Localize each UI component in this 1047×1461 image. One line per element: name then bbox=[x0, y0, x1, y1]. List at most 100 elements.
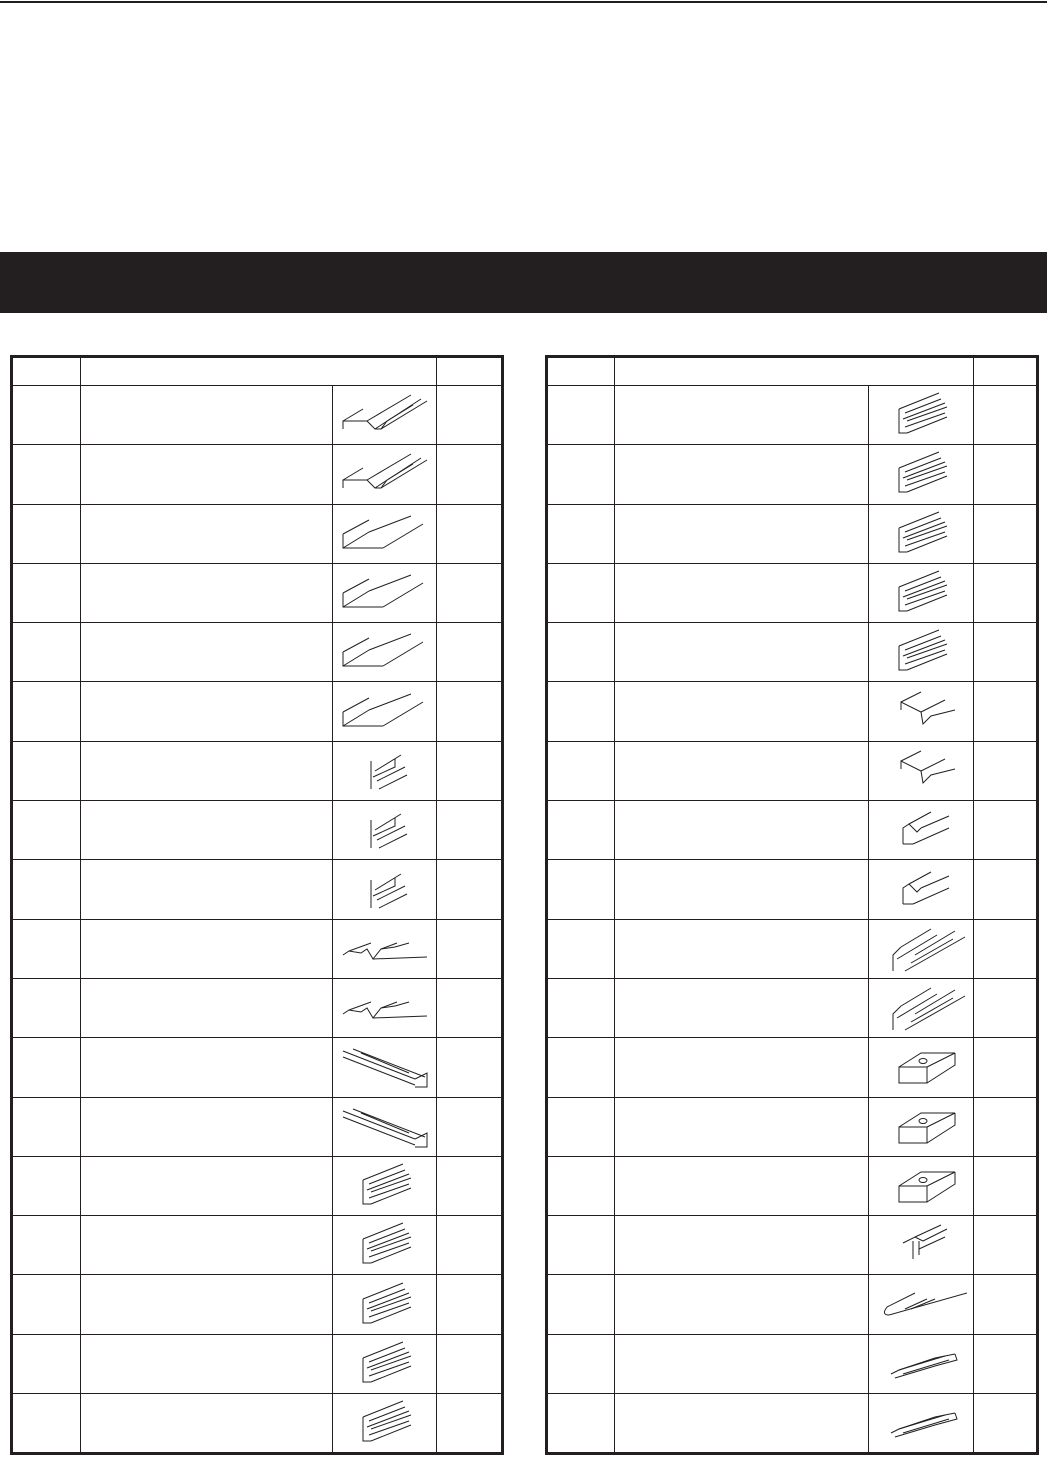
cell-qty bbox=[973, 681, 1038, 742]
track-rail-icon bbox=[898, 511, 948, 553]
cell-qty bbox=[436, 1274, 503, 1335]
cell-profile-image bbox=[868, 1096, 974, 1157]
double-channel-icon bbox=[892, 928, 966, 972]
cell-qty bbox=[973, 1155, 1038, 1217]
cell-profile-image bbox=[868, 1333, 974, 1395]
cell-profile-image bbox=[868, 1215, 974, 1276]
cell-profile-image bbox=[332, 977, 437, 1039]
table-row bbox=[546, 859, 1038, 920]
cell-description bbox=[614, 503, 869, 564]
table-row bbox=[546, 1274, 1038, 1335]
cell-no bbox=[11, 1274, 81, 1335]
cell-description bbox=[614, 1096, 869, 1157]
v-groove-profile-icon bbox=[342, 1001, 427, 1019]
step-profile-icon bbox=[900, 750, 956, 784]
cell-qty bbox=[973, 444, 1038, 505]
table-row bbox=[11, 384, 503, 446]
cell-description bbox=[80, 622, 333, 683]
parts-table-right bbox=[545, 355, 1039, 1456]
cell-description bbox=[80, 1393, 333, 1455]
table-row bbox=[11, 503, 503, 564]
table-row bbox=[11, 1274, 503, 1335]
cell-no bbox=[546, 1333, 615, 1395]
cell-description bbox=[80, 681, 333, 742]
track-rail-icon bbox=[362, 1341, 411, 1383]
track-rail-icon bbox=[362, 1222, 411, 1264]
cell-qty bbox=[436, 1215, 503, 1276]
hook-profile-icon bbox=[902, 811, 950, 845]
table-row bbox=[11, 622, 503, 683]
section-header-band bbox=[0, 252, 1047, 313]
cell-description bbox=[614, 384, 869, 446]
cell-profile-image bbox=[332, 918, 437, 979]
cell-profile-image bbox=[868, 681, 974, 742]
cell-no bbox=[11, 1393, 81, 1455]
cell-profile-image bbox=[332, 800, 437, 861]
cell-no bbox=[11, 1155, 81, 1217]
table-row bbox=[11, 444, 503, 505]
table-row bbox=[11, 918, 503, 979]
cell-no bbox=[11, 1333, 81, 1395]
cell-description bbox=[614, 1155, 869, 1217]
cell-qty bbox=[973, 740, 1038, 802]
cell-description bbox=[80, 918, 333, 979]
header-cell-no bbox=[546, 356, 615, 386]
cell-qty bbox=[973, 800, 1038, 861]
table-row bbox=[11, 1215, 503, 1276]
cell-qty bbox=[973, 859, 1038, 920]
header-cell-description bbox=[614, 356, 974, 386]
cell-no bbox=[11, 977, 81, 1039]
cell-profile-image bbox=[332, 1215, 437, 1276]
cell-description bbox=[80, 1096, 333, 1157]
cell-description bbox=[80, 384, 333, 446]
table-row bbox=[546, 622, 1038, 683]
cell-profile-image bbox=[332, 1393, 437, 1455]
cell-no bbox=[11, 859, 81, 920]
cell-no bbox=[11, 562, 81, 624]
top-rule bbox=[0, 1, 1047, 3]
cell-qty bbox=[436, 503, 503, 564]
cell-qty bbox=[973, 384, 1038, 446]
t-profile-icon bbox=[370, 754, 407, 790]
table-row bbox=[11, 681, 503, 742]
table-row bbox=[11, 800, 503, 861]
box-channel-icon bbox=[342, 1108, 427, 1148]
step-profile-icon bbox=[900, 691, 956, 725]
flat-rail-icon bbox=[890, 1412, 958, 1438]
cell-no bbox=[11, 1096, 81, 1157]
cell-profile-image bbox=[868, 562, 974, 624]
table-row bbox=[546, 1393, 1038, 1455]
table-row bbox=[11, 740, 503, 802]
table-row bbox=[546, 681, 1038, 742]
cell-profile-image bbox=[332, 859, 437, 920]
cell-description bbox=[614, 444, 869, 505]
table-row bbox=[11, 859, 503, 920]
cell-description bbox=[80, 444, 333, 505]
table-row bbox=[546, 800, 1038, 861]
table-header-row bbox=[546, 356, 1038, 386]
cell-no bbox=[546, 859, 615, 920]
cell-description bbox=[80, 562, 333, 624]
cell-no bbox=[11, 444, 81, 505]
table-row bbox=[546, 1215, 1038, 1276]
cell-qty bbox=[973, 1037, 1038, 1098]
cell-description bbox=[80, 740, 333, 802]
cell-no bbox=[546, 384, 615, 446]
cell-profile-image bbox=[332, 1274, 437, 1335]
cell-no bbox=[11, 622, 81, 683]
cell-qty bbox=[436, 1037, 503, 1098]
track-rail-icon bbox=[362, 1163, 411, 1205]
cell-description bbox=[614, 977, 869, 1039]
cell-qty bbox=[436, 444, 503, 505]
block-with-hole-icon bbox=[898, 1112, 956, 1144]
cell-description bbox=[614, 918, 869, 979]
cell-description bbox=[614, 562, 869, 624]
cell-profile-image bbox=[868, 859, 974, 920]
cell-profile-image bbox=[332, 740, 437, 802]
cell-profile-image bbox=[868, 622, 974, 683]
v-groove-profile-icon bbox=[342, 942, 427, 960]
cell-profile-image bbox=[868, 918, 974, 979]
cell-no bbox=[546, 1037, 615, 1098]
cell-qty bbox=[973, 918, 1038, 979]
t-profile-icon bbox=[370, 813, 407, 849]
